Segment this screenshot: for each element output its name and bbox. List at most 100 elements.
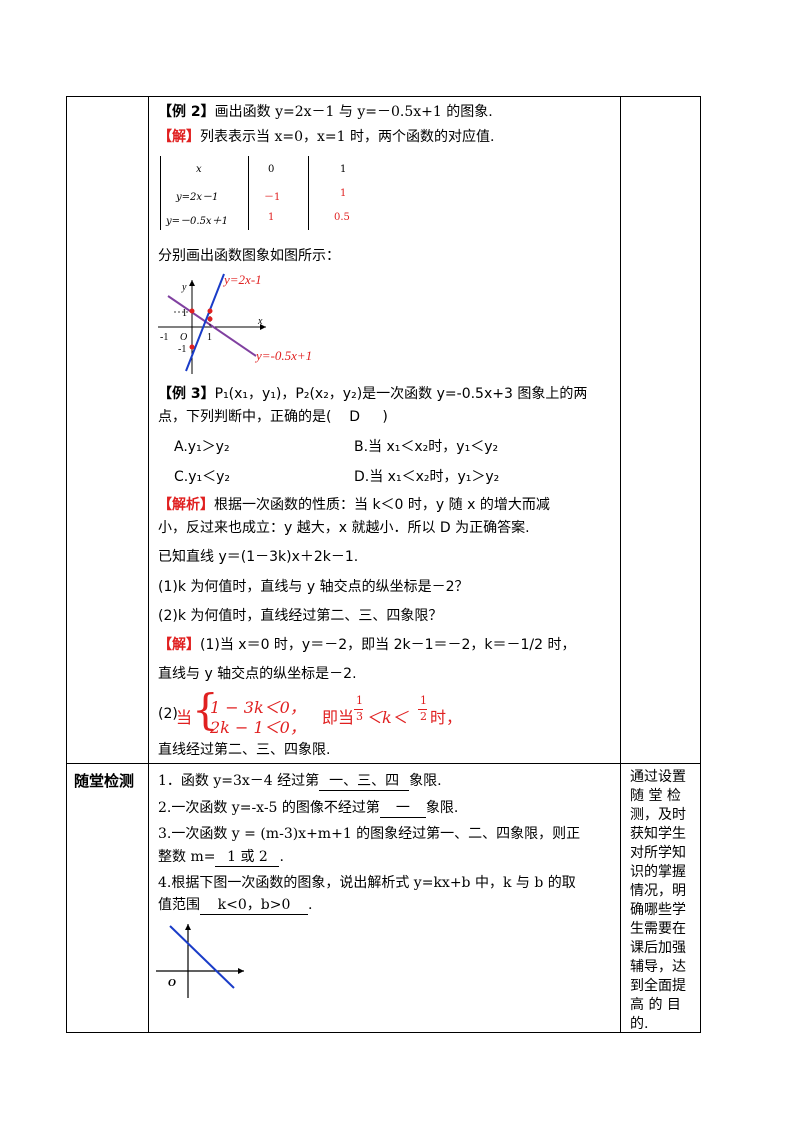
quiz-q3-answer: 1 或 2 [215,846,280,867]
value-table-cell: －1 [264,192,281,203]
teaching-note-line: 确哪些学 [630,902,686,918]
fraction1-numerator: 1 [356,694,363,707]
example4-inequality1: 1 − 3k＜0， [210,698,306,717]
teaching-note-line: 高 的 目 [630,997,681,1013]
example2-line: 【例 2】画出函数 y=2x－1 与 y=－0.5x+1 的图象. [158,101,493,121]
value-table-cell: 0.5 [334,212,350,223]
section-title: 随堂检测 [74,772,135,790]
quiz-graph-origin: O [168,977,176,989]
teaching-note-line: 情况，明 [630,883,686,899]
example4-solution1b: 直线与 y 轴交点的纵坐标是－2. [158,666,357,682]
quiz-q2-post: 象限. [425,800,459,816]
quiz-q1-post: 象限. [409,773,442,789]
fraction1-bar [354,709,363,710]
teaching-note-line: 通过设置 [630,769,686,785]
teaching-note-line: 获知学生 [630,826,686,842]
example2-text: 画出函数 y=2x－1 与 y=－0.5x+1 的图象. [214,104,493,120]
quiz-q4-line1: 4.根据下图一次函数的图象，说出解析式 y=kx+b 中，k 与 b 的取 [158,875,576,891]
example2-graph-label-2: y=-0.5x+1 [254,348,312,363]
example4-inequality-k: ＜k＜ [366,708,408,727]
example2-draw-text: 分别画出函数图象如图所示： [158,248,340,264]
example2-graph-origin: O [180,332,187,343]
quiz-q3-line1: 3.一次函数 y = (m-3)x+m+1 的图象经过第一、二、四象限，则正 [158,826,581,842]
quiz-q1-answer: 一、三、四 [319,770,410,791]
example2-solution-text: 列表表示当 x=0，x=1 时，两个函数的对应值. [200,129,495,145]
example4-stem: 已知直线 y＝(1－3k)x＋2k－1. [158,549,359,565]
table-left-border [66,96,67,1033]
example4-solution1: (1)当 x＝0 时，y＝－2，即当 2k－1＝－2，k＝－1/2 时， [200,637,576,653]
quiz-q2-text: 2.一次函数 y=-x-5 的图像不经过第 [158,800,380,816]
quiz-graph: O [156,924,244,998]
quiz-q1: 1．函数 y=3x－4 经过第 一、三、四 象限. [158,770,442,791]
quiz-q4-line2: 值范围 k<0，b>0. [158,894,312,915]
table-bottom-border [66,1032,700,1033]
example4-solution2-when: 当 [176,708,193,727]
quiz-q3-text: 整数 m= [158,849,216,865]
value-table-cell: 1 [340,188,347,199]
example3-analysis-tag: 【解析】 [158,497,214,513]
fraction1-denominator: 3 [356,710,363,723]
quiz-q2-answer: 一 [379,797,426,818]
teaching-note-line: 的. [630,1016,649,1032]
example3-option-d: D.当 x₁＜x₂时，y₁＞y₂ [354,469,500,485]
table-right-border [700,96,701,1033]
teaching-note-line: 辅导，达 [630,959,686,975]
example3-option-b: B.当 x₁＜x₂时，y₁＜y₂ [354,439,499,455]
teaching-note-line: 对所学知 [630,845,686,861]
example2-graph-label-1: y=2x-1 [222,272,262,287]
example2-graph-axis-y: y [181,282,187,293]
teaching-note-line: 课后加强 [630,940,686,956]
quiz-q3-post: . [279,849,284,865]
example2-solution-line: 【解】列表表示当 x=0，x=1 时，两个函数的对应值. [158,126,494,146]
value-table-cell: y=2x－1 [176,192,219,203]
example4-solution2-prefix: (2) [158,706,178,722]
value-table-cell: 1 [340,164,347,175]
value-table: x 0 1 y=2x－1 －1 1 y=－0.5x＋1 1 0.5 [160,152,360,234]
table-col-divider-1 [148,96,149,1033]
example4-solution2b: 直线经过第二、三、四象限. [158,742,331,758]
example4-question2: (2)k 为何值时，直线经过第二、三、四象限？ [158,608,443,624]
example4-inequality2: 2k − 1＜0， [210,718,306,737]
quiz-q4-post: . [308,897,313,913]
example4-solution-tag: 【解】 [158,637,200,653]
quiz-q4-text: 值范围 [158,897,200,913]
example2-graph-axis-x: x [257,316,263,327]
example2-solution-tag: 【解】 [158,129,200,145]
table-row-divider [66,763,700,764]
example4-solution2-end: 时， [430,708,463,727]
quiz-q4-answer: k<0，b>0 [200,894,308,915]
example2-tag: 【例 2】 [158,104,215,120]
example2-graph-tick-yneg1: -1 [178,344,186,355]
fraction2-bar [418,709,427,710]
teaching-note-line: 生需要在 [630,921,686,937]
value-table-cell: 0 [268,164,275,175]
example4-solution2: (2) 当 { 1 − 3k＜0， 2k − 1＜0， 即当 1 3 ＜k＜ 1… [158,686,618,738]
value-table-cell-x: x [196,164,202,175]
teaching-note-line: 到全面提 [630,978,686,994]
example2-graph-tick-xneg1: -1 [160,332,168,343]
example4-solution2-mid: 即当 [322,708,355,727]
quiz-q2: 2.一次函数 y=-x-5 的图像不经过第一象限. [158,797,458,818]
fraction2-numerator: 1 [420,694,427,707]
example3-line2: 点，下列判断中，正确的是( D ) [158,406,388,426]
example2-graph-tick-y1: 1 [182,308,187,319]
example3-text1: P₁(x₁，y₁)，P₂(x₂，y₂)是一次函数 y=-0.5x+3 图象上的两 [214,386,588,402]
quiz-q3-line2: 整数 m= 1 或 2. [158,846,284,867]
quiz-q1-text: 1．函数 y=3x－4 经过第 [158,773,320,789]
example3-analysis1: 根据一次函数的性质：当 k＜0 时，y 随 x 的增大而减 [214,497,550,513]
example3-tag: 【例 3】 [158,386,215,402]
table-top-border [66,96,700,97]
example3-line1: 【例 3】P₁(x₁，y₁)，P₂(x₂，y₂)是一次函数 y=-0.5x+3 … [158,383,587,403]
example3-close-paren: ) [382,409,388,425]
example3-analysis-line1: 【解析】根据一次函数的性质：当 k＜0 时，y 随 x 的增大而减 [158,494,550,514]
teaching-note: 通过设置 随 堂 检 测，及时 获知学生 对所学知 识的掌握 情况，明 确哪些学… [630,768,696,1034]
example4-solution1-line: 【解】(1)当 x＝0 时，y＝－2，即当 2k－1＝－2，k＝－1/2 时， [158,634,575,654]
example3-option-c: C.y₁＜y₂ [174,469,231,485]
example3-text2: 点，下列判断中，正确的是( [158,409,332,425]
example4-question1: (1)k 为何值时，直线与 y 轴交点的纵坐标是－2？ [158,579,469,595]
example3-option-a: A.y₁＞y₂ [174,439,230,455]
value-table-cell: 1 [268,212,275,223]
fraction2-denominator: 2 [420,710,427,723]
teaching-note-line: 随 堂 检 [630,788,681,804]
example3-analysis2: 小，反过来也成立：y 越大，x 就越小．所以 D 为正确答案. [158,520,530,536]
